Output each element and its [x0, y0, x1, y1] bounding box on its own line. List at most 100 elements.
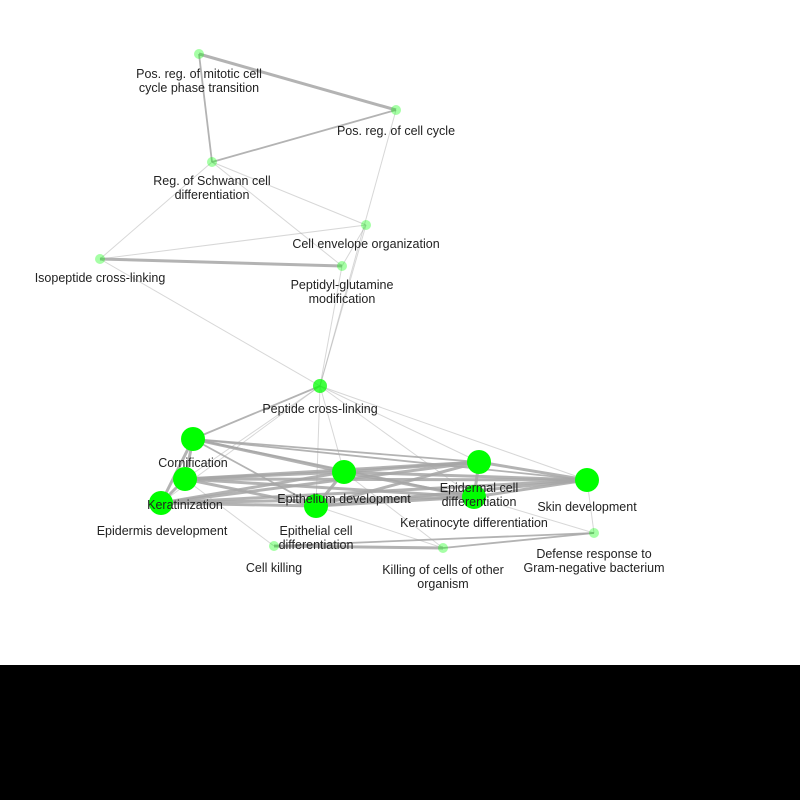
node-label-line: organism: [417, 577, 468, 591]
edge-isopeptide-glutamine: [99, 257, 343, 268]
edge-keratinization-epithelialdiff: [160, 501, 317, 508]
node-killingother[interactable]: [438, 543, 448, 553]
node-label-line: Keratinocyte differentiation: [400, 516, 548, 530]
node-label-line: Cornification: [158, 456, 228, 470]
node-envelope[interactable]: [361, 220, 371, 230]
node-label-peptide: Peptide cross-linking: [262, 402, 377, 416]
edge-envelope-glutamine: [341, 224, 367, 267]
edge-epithelium-epidermaldiff: [343, 460, 480, 474]
node-schwann[interactable]: [207, 157, 217, 167]
node-keratinocyte[interactable]: [462, 485, 486, 509]
edge-epithelium-killingother: [343, 471, 444, 549]
edge-cornification-skin: [192, 438, 588, 481]
node-label-keratinocyte: Keratinocyte differentiation: [400, 516, 548, 530]
edge-epithelium-skin: [343, 470, 588, 482]
node-epithelium[interactable]: [332, 460, 356, 484]
node-label-line: Gram-negative bacterium: [523, 561, 664, 575]
node-cornification[interactable]: [181, 427, 205, 451]
node-label-line: Isopeptide cross-linking: [35, 271, 166, 285]
node-label-envelope: Cell envelope organization: [292, 237, 439, 251]
edge-peptide-epidermaldiff: [319, 385, 480, 463]
node-label-line: Epithelial cell: [280, 524, 353, 538]
node-label-line: differentiation: [279, 538, 354, 552]
edge-peptide-skin: [319, 385, 588, 481]
node-label-line: Cell envelope organization: [292, 237, 439, 251]
node-label-line: Cell killing: [246, 561, 302, 575]
edge-mitotic-schwann: [198, 53, 213, 163]
node-label-line: Peptide cross-linking: [262, 402, 377, 416]
node-label-line: Epidermis development: [97, 524, 228, 538]
edge-glutamine-peptide: [319, 265, 343, 387]
node-label-mitotic: Pos. reg. of mitotic cell cycle phase tra…: [136, 67, 262, 95]
edge-epidermis-cellkilling: [184, 478, 275, 547]
edge-envelope-peptide: [319, 224, 367, 387]
node-label-cellkilling: Cell killing: [246, 561, 302, 575]
node-label-line: differentiation: [175, 188, 250, 202]
node-label-epithelialdiff: Epithelial cell differentiation: [279, 524, 354, 552]
node-epidermaldiff[interactable]: [467, 450, 491, 474]
node-label-cornification: Cornification: [158, 456, 228, 470]
node-glutamine[interactable]: [337, 261, 347, 271]
enrichment-network-graph: Pos. reg. of mitotic cell cycle phase tra…: [35, 49, 665, 591]
node-skin[interactable]: [575, 468, 599, 492]
node-label-epidermis: Epidermis development: [97, 524, 228, 538]
node-label-cellcycle: Pos. reg. of cell cycle: [337, 124, 455, 138]
edge-killingother-defense: [442, 532, 595, 549]
node-label-line: Pos. reg. of mitotic cell: [136, 67, 262, 81]
node-label-defense: Defense response to Gram-negative bacteri…: [523, 547, 664, 575]
edge-schwann-cellcycle: [211, 109, 397, 163]
edge-mitotic-cellcycle: [198, 52, 397, 112]
edge-epidermis-epithelialdiff: [184, 477, 317, 508]
node-isopeptide[interactable]: [95, 254, 105, 264]
edge-schwann-isopeptide: [99, 161, 213, 260]
node-label-line: modification: [309, 292, 376, 306]
node-label-glutamine: Peptidyl-glutamine modification: [291, 278, 394, 306]
edge-cellkilling-killingother: [273, 544, 444, 550]
node-layer: [95, 49, 599, 553]
node-label-line: Keratinization: [147, 498, 223, 512]
node-label-line: Epidermal cell: [440, 481, 519, 495]
node-label-line: Defense response to: [536, 547, 651, 561]
edge-epithelialdiff-killingother: [315, 505, 444, 549]
node-label-epithelium: Epithelium development: [277, 492, 411, 506]
node-label-line: Killing of cells of other: [382, 563, 504, 577]
edge-envelope-isopeptide: [99, 224, 367, 260]
black-bottom-band: [0, 665, 800, 800]
node-defense[interactable]: [589, 528, 599, 538]
node-mitotic[interactable]: [194, 49, 204, 59]
node-keratinization[interactable]: [149, 491, 173, 515]
node-label-epidermaldiff: Epidermal cell differentiation: [440, 481, 519, 509]
node-label-line: differentiation: [442, 495, 517, 509]
edge-schwann-glutamine: [211, 161, 343, 267]
node-label-killingother: Killing of cells of other organism: [382, 563, 504, 591]
node-label-isopeptide: Isopeptide cross-linking: [35, 271, 166, 285]
node-label-line: Peptidyl-glutamine: [291, 278, 394, 292]
node-epithelialdiff[interactable]: [304, 494, 328, 518]
edge-epidermaldiff-skin: [478, 460, 588, 482]
node-epidermis[interactable]: [173, 467, 197, 491]
edge-skin-epithelialdiff: [315, 478, 588, 508]
node-label-skin: Skin development: [537, 500, 637, 514]
edge-keratinocyte-defense: [473, 496, 595, 534]
node-label-line: cycle phase transition: [139, 81, 259, 95]
edge-peptide-cornification: [192, 385, 321, 440]
node-cellkilling[interactable]: [269, 541, 279, 551]
node-label-line: Epithelium development: [277, 492, 411, 506]
edge-cellkilling-defense: [273, 532, 595, 547]
node-label-line: Skin development: [537, 500, 637, 514]
label-layer: Pos. reg. of mitotic cell cycle phase tra…: [35, 67, 665, 591]
edge-cornification-epidermaldiff: [192, 438, 480, 463]
node-label-line: Pos. reg. of cell cycle: [337, 124, 455, 138]
edge-schwann-envelope: [211, 161, 367, 226]
edge-peptide-epidermis: [184, 385, 321, 480]
edge-cellcycle-peptide: [319, 109, 397, 387]
node-cellcycle[interactable]: [391, 105, 401, 115]
node-peptide[interactable]: [313, 379, 327, 393]
edge-peptide-epithelium: [319, 385, 345, 473]
node-label-schwann: Reg. of Schwann cell differentiation: [153, 174, 270, 202]
edge-isopeptide-peptide: [99, 258, 321, 387]
edge-keratinization-epidermaldiff: [160, 460, 480, 505]
node-label-line: Reg. of Schwann cell: [153, 174, 270, 188]
node-label-keratinization: Keratinization: [147, 498, 223, 512]
